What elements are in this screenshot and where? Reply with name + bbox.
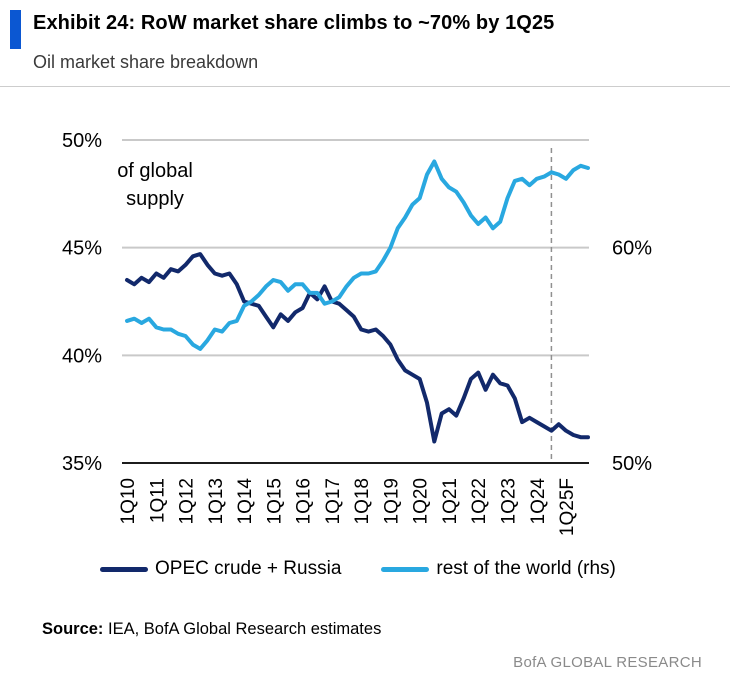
- x-axis-tick-label: 1Q15: [264, 478, 285, 524]
- left-axis-tick-label: 35%: [62, 453, 102, 475]
- right-axis-tick-label: 60%: [612, 238, 652, 260]
- header-divider: [0, 86, 730, 87]
- chart-legend: OPEC crude + Russia rest of the world (r…: [100, 558, 616, 580]
- left-axis-tick-label: 50%: [62, 130, 102, 152]
- x-axis-tick-label: 1Q10: [118, 478, 139, 524]
- right-axis-tick-label: 50%: [612, 453, 652, 475]
- left-axis-tick-label: 45%: [62, 238, 102, 260]
- x-axis-tick-label: 1Q17: [323, 478, 344, 524]
- x-axis-tick-label: 1Q12: [177, 478, 198, 524]
- axis-unit-annotation: of global: [117, 160, 193, 182]
- legend-label: rest of the world (rhs): [436, 558, 616, 579]
- x-axis-tick-label: 1Q11: [147, 478, 168, 523]
- axis-unit-annotation: supply: [126, 188, 184, 210]
- exhibit-subtitle: Oil market share breakdown: [33, 52, 259, 72]
- x-axis-tick-label: 1Q16: [294, 478, 315, 524]
- legend-label: OPEC crude + Russia: [155, 558, 342, 579]
- legend-item-opec-russia: OPEC crude + Russia: [100, 558, 341, 580]
- left-axis-tick-label: 40%: [62, 345, 102, 367]
- title-accent-bar: [10, 10, 21, 49]
- x-axis-tick-label: 1Q24: [528, 478, 549, 525]
- source-text: IEA, BofA Global Research estimates: [103, 620, 382, 638]
- bofa-global-research-brand: BofA GLOBAL RESEARCH: [513, 654, 702, 671]
- exhibit-title: Exhibit 24: RoW market share climbs to ~…: [33, 12, 555, 34]
- series-line-rest-of-the-world-rhs-: [125, 159, 590, 351]
- navy-line-swatch-icon: [100, 566, 148, 572]
- x-axis-tick-label: 1Q19: [381, 478, 402, 524]
- x-axis-tick-label: 1Q22: [469, 478, 490, 524]
- lightblue-line-swatch-icon: [381, 566, 430, 572]
- source-line: Source: IEA, BofA Global Research estima…: [42, 620, 381, 639]
- legend-item-rest-of-world: rest of the world (rhs): [381, 558, 616, 580]
- x-axis-tick-label: 1Q25F: [557, 478, 578, 536]
- series-line-opec-crude-russia: [125, 252, 590, 444]
- x-axis-tick-label: 1Q20: [411, 478, 432, 524]
- x-axis-tick-label: 1Q14: [235, 478, 256, 525]
- x-axis-tick-label: 1Q13: [206, 478, 227, 524]
- source-label: Source:: [42, 620, 104, 638]
- x-axis-tick-label: 1Q23: [499, 478, 520, 524]
- x-axis-tick-label: 1Q18: [352, 478, 373, 524]
- x-axis-tick-label: 1Q21: [440, 478, 461, 524]
